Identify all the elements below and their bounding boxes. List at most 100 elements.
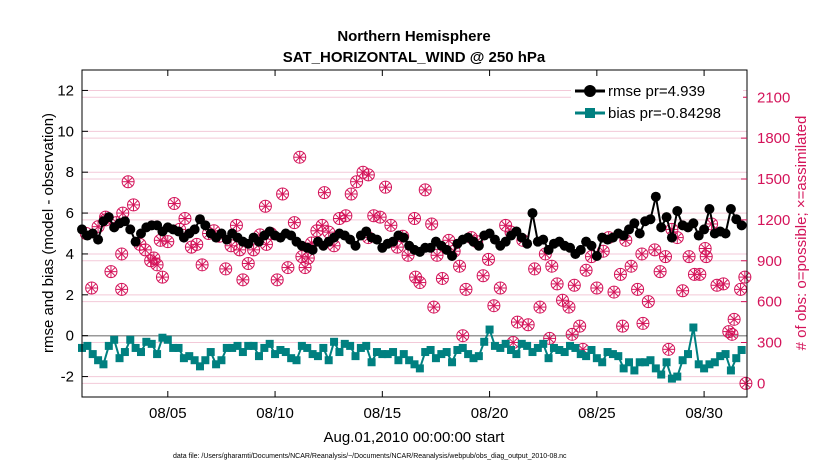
bias-point [308,350,317,359]
obs-assimilated-x-b [458,331,468,341]
bias-point [582,352,591,361]
bias-point [657,370,666,379]
bias-point [641,358,650,367]
rmse-point [189,224,200,235]
obs-assimilated-x-b [260,201,271,211]
bias-point [228,343,237,352]
obs-assimilated-x-b [569,280,579,290]
y-left-tick-label: 6 [66,205,74,222]
obs-assimilated-x-b [557,295,568,305]
obs-assimilated-x-b [117,249,127,259]
bias-point [405,356,414,365]
x-axis-label: Aug.01,2010 00:00:00 start [324,429,506,446]
bias-point [244,341,253,350]
bias-point [163,335,172,344]
bias-point [190,356,199,365]
y-right-tick-label: 1200 [757,212,790,229]
y-axis-label-right: # of obs: o=possible; ×=assimilated [793,116,810,351]
bias-point [142,337,151,346]
bias-point [651,364,660,373]
bias-point [571,343,580,352]
obs-assimilated-x-b [700,243,710,254]
obs-assimilated-x-b [283,262,293,273]
obs-assimilated-x-b [575,321,585,331]
obs-assimilated-x-b [118,208,128,218]
obs-assimilated-x-b [701,251,711,262]
obs-assimilated-x-b [632,284,643,295]
bias-point [469,354,478,363]
bias-point [474,352,483,361]
bias-point [608,350,617,359]
rmse-point [666,232,677,243]
bias-point [303,343,312,352]
bias-point [528,348,537,357]
obs-assimilated-x-b [289,217,300,228]
obs-assimilated-x-b [535,302,545,312]
obs-assimilated-x-b [243,258,253,269]
bias-point [83,341,92,350]
obs-assimilated-x-b [375,212,385,222]
rmse-point [103,212,114,223]
bias-point [115,354,124,363]
obs-assimilated-x-b [695,269,705,280]
obs-assimilated-x-b [192,239,202,250]
bias-point [265,339,274,348]
bias-point [490,341,499,350]
obs-assimilated-x-b [432,250,442,260]
bias-point [372,348,381,357]
y-left-tick-layer: -2 0 2 4 6 8 10 12 [57,82,88,386]
rmse-point [699,224,710,235]
obs-assimilated-x-b [272,275,282,285]
x-tick-label: 08/10 [256,405,294,422]
legend-bias-marker [585,108,595,118]
bias-point [99,360,108,369]
rmse-point [93,234,104,245]
obs-assimilated-x-b [123,177,133,187]
obs-assimilated-x-b [149,253,159,263]
obs-assimilated-x-b [718,279,729,289]
bias-point [238,348,247,357]
rmse-point [350,240,361,251]
bias-point [694,360,703,369]
bias-point [700,364,709,373]
plot-frame [81,69,748,398]
rmse-point [661,212,672,223]
bias-point [410,360,419,369]
obs-assimilated-x-b [248,245,259,255]
obs-assimilated-x-b [380,182,391,192]
bias-point [399,350,408,359]
obs-assimilated-x-b [478,271,488,281]
bias-point [426,345,435,354]
obs-assimilated-x-b [727,329,737,339]
bias-point [539,339,548,348]
obs-assimilated-x-b [729,314,739,325]
legend: rmse pr=4.939 bias pr=-0.84298 [571,78,743,124]
obs-assimilated-x-b [429,302,439,312]
footnote: data file: /Users/gharamti/Documents/NCA… [173,453,567,460]
obs-assimilated-x-b [523,320,533,330]
obs-assimilated-x-b [621,235,631,245]
obs-assimilated-x-b [564,302,574,312]
bias-point [549,343,558,352]
bias-point [523,341,532,350]
obs-assimilated-x-b [444,235,454,245]
bias-point [195,362,204,371]
rmse-point [736,220,747,231]
x-tick-layer: 08/05 08/10 08/15 08/20 08/25 08/30 [149,70,723,422]
bias-point [533,343,542,352]
bias-point [254,352,263,361]
obs-assimilated-x-b [351,177,362,187]
obs-assimilated-x-b [454,261,465,271]
obs-assimilated-x-b [117,284,127,295]
bias-point [507,345,516,354]
y-right-tick-layer: 0 300 600 900 1200 1500 1800 2100 [741,89,790,392]
bias-point [131,343,140,352]
y-right-tick-label: 900 [757,253,782,270]
legend-rmse-marker [584,85,596,97]
obs-assimilated-x-b [135,239,145,250]
rmse-point [575,244,586,255]
bias-point [560,348,569,357]
bias-point [673,372,682,381]
bias-point [619,364,628,373]
